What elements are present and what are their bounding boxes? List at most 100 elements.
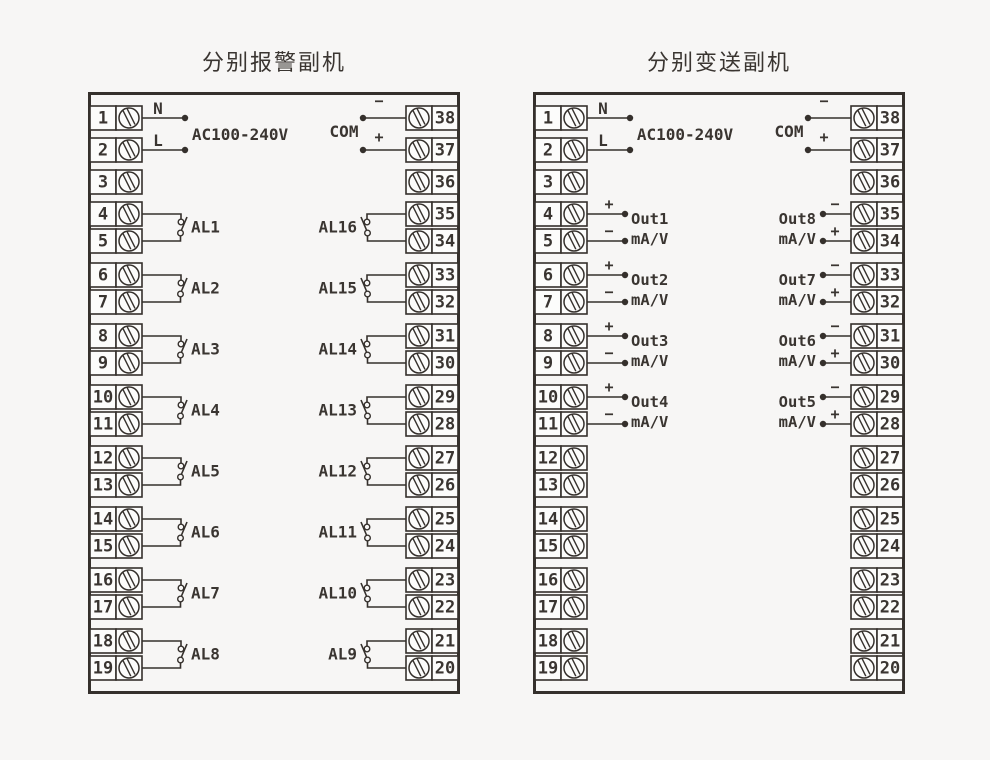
terminal-number-cell [876,472,904,498]
contact-point [364,595,372,603]
screw-slot [571,231,581,248]
screw-slot [416,631,426,648]
screw-slot [412,659,422,677]
com-connection: −COM + [775,92,851,154]
screw-slot [416,108,426,125]
analog-output-Out8-t35: −Out8 [779,195,851,228]
terminal-number: 29 [435,388,455,408]
screw-slot [412,205,422,223]
contact-lower-wire [142,418,182,425]
analog-output-Out7-t33: −Out7 [779,256,851,289]
screw-icon [118,139,140,161]
contact-blade [360,338,368,353]
polarity-sign: − [604,283,613,301]
contact-point [364,534,372,542]
screw-slot [126,326,136,343]
terminal-18: 18 [89,628,143,654]
output-label: Out2 [631,271,668,289]
screw-slot [857,354,867,372]
screw-icon [118,569,140,591]
screw-icon [408,107,430,129]
terminal-number: 22 [435,598,455,618]
polarity-sign: + [604,378,613,396]
analog-output-Out5-t29: −Out5 [779,378,851,411]
terminal-number: 7 [98,293,108,313]
terminal-35: 35 [850,201,904,227]
screw-slot [567,598,577,616]
terminal-12: 12 [534,445,588,471]
junction-dot [621,271,629,279]
terminal-number: 13 [538,476,558,496]
terminal-24: 24 [405,533,459,559]
screw-icon [408,139,430,161]
screw-slot [857,659,867,677]
terminal-16: 16 [534,567,588,593]
analog-output-mA/V-t5: − mA/V [587,222,668,248]
screw-slot [567,476,577,494]
output-label: Out6 [779,332,816,350]
terminal-38: 38 [850,105,904,131]
terminal-8: 8 [534,323,588,349]
contact-point [363,401,371,409]
screw-slot [126,265,136,282]
screw-slot [571,631,581,648]
output-label: Out4 [631,393,668,411]
terminal-number: 21 [435,632,455,652]
relay-contact-AL11: AL11 [318,518,406,547]
terminal-number-cell [876,655,904,681]
terminal-number-cell [431,350,459,376]
terminal-number-cell [876,533,904,559]
terminal-13: 13 [89,472,143,498]
screw-slot [567,354,577,372]
relay-contact-AL1: AL1 [142,213,220,242]
terminal-number-cell [89,411,117,437]
transmit-terminal-diagram: 1234567891011121314151617181938373635343… [533,92,905,694]
output-label: Out5 [779,393,816,411]
contact-upper-wire [366,640,406,647]
relay-contact-AL9: AL9 [328,640,406,669]
contact-lower-wire [366,235,406,242]
terminal-number: 11 [538,415,558,435]
screw-slot [412,449,422,467]
junction-dot [621,237,629,245]
relay-contact-AL16: AL16 [318,213,406,242]
screw-slot [857,571,867,589]
contact-label: AL16 [318,218,357,237]
terminal-number-cell [431,289,459,315]
terminal-number: 4 [543,205,553,225]
screw-slot [412,327,422,345]
screw-slot [861,292,871,309]
screw-icon [853,474,875,496]
contact-point [177,462,185,470]
screw-slot [416,204,426,221]
power-input-connection: NL AC100-240V [587,99,734,154]
terminal-14: 14 [534,506,588,532]
screw-icon [853,508,875,530]
screw-slot [126,658,136,675]
screw-icon [563,264,585,286]
terminal-15: 15 [89,533,143,559]
screw-slot [416,658,426,675]
junction-dot [819,420,827,428]
terminal-14: 14 [89,506,143,532]
screw-slot [122,327,132,345]
terminal-number: 17 [93,598,113,618]
screw-slot [126,387,136,404]
screw-slot [126,353,136,370]
screw-slot [857,510,867,528]
neutral-label: N [598,99,608,118]
terminal-number: 31 [880,327,900,347]
screw-slot [571,265,581,282]
contact-upper-wire [366,335,406,342]
terminal-24: 24 [850,533,904,559]
polarity-sign: + [830,344,839,362]
analog-output-Out6-t31: −Out6 [779,317,851,350]
junction-dot [819,237,827,245]
terminal-number-cell [876,228,904,254]
contact-upper-wire [142,274,182,281]
terminal-number-cell [431,201,459,227]
contact-upper-wire [366,396,406,403]
screw-slot [126,292,136,309]
junction-dot [181,146,189,154]
com-label: COM [330,122,359,141]
